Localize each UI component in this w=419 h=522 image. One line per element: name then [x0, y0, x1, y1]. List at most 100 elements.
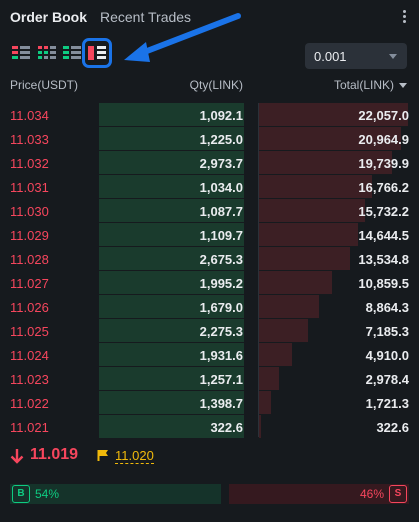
ask-row[interactable]: 11.033 1,225.0 20,964.9 — [0, 127, 419, 151]
qty-depth-bar — [99, 415, 244, 438]
ask-total: 13,534.8 — [358, 252, 409, 267]
qty-depth-bar — [99, 151, 244, 174]
ask-row[interactable]: 11.021 322.6 322.6 — [0, 415, 419, 439]
ask-price: 11.030 — [10, 204, 49, 219]
buy-percent: 54% — [35, 487, 60, 501]
ask-price: 11.026 — [10, 300, 49, 315]
sell-percent: 46% — [359, 487, 384, 501]
orderbook-asks-icon[interactable] — [82, 38, 112, 68]
orderbook-bids-icon[interactable] — [63, 44, 81, 62]
ask-qty: 1,679.0 — [199, 300, 243, 315]
ask-qty: 1,087.7 — [199, 204, 243, 219]
mark-price-value[interactable]: 11.020 — [115, 448, 154, 464]
qty-depth-bar — [99, 199, 244, 222]
tab-bar: Order Book Recent Trades — [0, 0, 419, 34]
total-depth-bar — [259, 151, 392, 174]
total-depth-bar — [259, 127, 401, 150]
qty-depth-bar — [99, 247, 244, 270]
ask-qty: 1,092.1 — [199, 108, 243, 123]
ask-total: 2,978.4 — [365, 372, 409, 387]
ask-price: 11.032 — [10, 156, 49, 171]
ask-total: 7,185.3 — [365, 324, 409, 339]
ask-total: 20,964.9 — [358, 132, 409, 147]
ask-price: 11.028 — [10, 252, 49, 267]
sell-ratio-bar — [229, 484, 409, 504]
ask-total: 19,739.9 — [358, 156, 409, 171]
ask-price: 11.022 — [10, 396, 49, 411]
ask-qty: 2,973.7 — [199, 156, 243, 171]
arrow-down-icon — [10, 449, 24, 464]
precision-select[interactable]: 0.001 — [305, 43, 407, 69]
ask-total: 22,057.0 — [358, 108, 409, 123]
ask-qty: 1,398.7 — [199, 396, 243, 411]
ask-row[interactable]: 11.030 1,087.7 15,732.2 — [0, 199, 419, 223]
ask-row[interactable]: 11.029 1,109.7 14,644.5 — [0, 223, 419, 247]
column-divider — [258, 103, 259, 437]
qty-depth-bar — [99, 391, 244, 414]
ask-total: 15,732.2 — [358, 204, 409, 219]
ask-price: 11.027 — [10, 276, 49, 291]
total-depth-bar — [259, 343, 292, 366]
orderbook-both-icon[interactable] — [12, 44, 30, 62]
sell-badge: S — [389, 485, 407, 503]
qty-depth-bar — [99, 271, 244, 294]
ask-qty: 1,257.1 — [199, 372, 243, 387]
ask-qty: 1,109.7 — [199, 228, 243, 243]
ask-total: 1,721.3 — [365, 396, 409, 411]
qty-depth-bar — [99, 319, 244, 342]
tab-recent-trades[interactable]: Recent Trades — [100, 9, 192, 25]
ask-row[interactable]: 11.023 1,257.1 2,978.4 — [0, 367, 419, 391]
column-headers: Price(USDT) Qty(LINK) Total(LINK) — [0, 78, 419, 94]
caret-down-icon[interactable] — [399, 83, 407, 88]
more-options-icon[interactable] — [401, 8, 407, 26]
ask-row[interactable]: 11.026 1,679.0 8,864.3 — [0, 295, 419, 319]
ask-row[interactable]: 11.022 1,398.7 1,721.3 — [0, 391, 419, 415]
buy-sell-ratio: B 54% 46% S — [10, 484, 409, 504]
ask-row[interactable]: 11.031 1,034.0 16,766.2 — [0, 175, 419, 199]
total-depth-bar — [259, 295, 319, 318]
ask-qty: 1,034.0 — [199, 180, 243, 195]
total-depth-bar — [259, 415, 261, 438]
total-depth-bar — [259, 319, 308, 342]
total-depth-bar — [259, 223, 358, 246]
ask-total: 8,864.3 — [365, 300, 409, 315]
ask-row[interactable]: 11.024 1,931.6 4,910.0 — [0, 343, 419, 367]
ask-row[interactable]: 11.028 2,675.3 13,534.8 — [0, 247, 419, 271]
ask-qty: 2,275.3 — [199, 324, 243, 339]
ask-total: 10,859.5 — [358, 276, 409, 291]
qty-depth-bar — [99, 223, 244, 246]
total-depth-bar — [259, 103, 408, 126]
annotation-arrow-icon — [124, 13, 241, 62]
header-total[interactable]: Total(LINK) — [333, 78, 394, 92]
ask-qty: 1,225.0 — [199, 132, 243, 147]
ask-qty: 2,675.3 — [199, 252, 243, 267]
header-price: Price(USDT) — [10, 78, 78, 92]
total-depth-bar — [259, 175, 372, 198]
ask-row[interactable]: 11.025 2,275.3 7,185.3 — [0, 319, 419, 343]
last-price-value: 11.019 — [30, 446, 79, 463]
ask-total: 14,644.5 — [358, 228, 409, 243]
qty-depth-bar — [99, 127, 244, 150]
orderbook-grid-icon[interactable] — [38, 44, 56, 62]
total-depth-bar — [259, 247, 350, 270]
ask-price: 11.031 — [10, 180, 49, 195]
ask-qty: 322.6 — [210, 420, 243, 435]
ask-price: 11.023 — [10, 372, 49, 387]
total-depth-bar — [259, 367, 279, 390]
tab-order-book[interactable]: Order Book — [10, 9, 88, 25]
ask-price: 11.034 — [10, 108, 49, 123]
precision-value: 0.001 — [314, 49, 347, 64]
ask-row[interactable]: 11.032 2,973.7 19,739.9 — [0, 151, 419, 175]
ask-row[interactable]: 11.027 1,995.2 10,859.5 — [0, 271, 419, 295]
ask-price: 11.033 — [10, 132, 49, 147]
chevron-down-icon — [389, 54, 397, 59]
buy-badge: B — [12, 485, 30, 503]
ask-row[interactable]: 11.034 1,092.1 22,057.0 — [0, 103, 419, 127]
ask-qty: 1,931.6 — [199, 348, 243, 363]
ask-qty: 1,995.2 — [199, 276, 243, 291]
total-depth-bar — [259, 271, 332, 294]
buy-ratio-bar — [10, 484, 221, 504]
header-qty: Qty(LINK) — [189, 78, 243, 92]
total-depth-bar — [259, 391, 271, 414]
flag-icon — [97, 450, 108, 461]
